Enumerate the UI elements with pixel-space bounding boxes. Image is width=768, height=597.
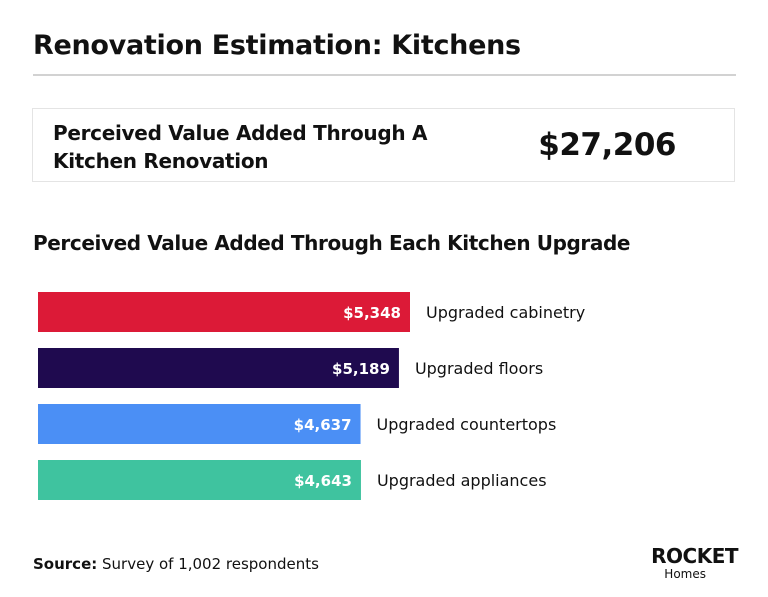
source-text: Survey of 1,002 respondents [97,555,319,573]
value-label-upgraded-floors: $5,189 [332,360,390,378]
category-label-upgraded-appliances: Upgraded appliances [377,471,547,490]
logo-sub: Homes [664,567,706,581]
chart-title: Perceived Value Added Through Each Kitch… [33,231,631,255]
source-note: Source: Survey of 1,002 respondents [33,555,319,573]
value-label-upgraded-appliances: $4,643 [294,472,352,490]
value-label-upgraded-cabinetry: $5,348 [343,304,401,322]
bar-upgraded-floors [38,348,399,388]
rocket-homes-logo: ROCKET Homes [626,545,738,585]
value-label-upgraded-countertops: $4,637 [294,416,352,434]
bar-upgraded-countertops [38,404,361,444]
logo-brand: ROCKET [651,544,738,568]
title-divider [33,74,736,76]
category-label-upgraded-countertops: Upgraded countertops [377,415,557,434]
category-label-upgraded-floors: Upgraded floors [415,359,543,378]
bar-upgraded-cabinetry [38,292,410,332]
bar-upgraded-appliances [38,460,361,500]
summary-value: $27,206 [538,127,676,163]
summary-label: Perceived Value Added Through A Kitchen … [53,121,428,173]
page-title: Renovation Estimation: Kitchens [33,30,521,61]
summary-card: Perceived Value Added Through A Kitchen … [32,108,735,182]
category-label-upgraded-cabinetry: Upgraded cabinetry [426,303,585,322]
source-label: Source: [33,555,98,573]
